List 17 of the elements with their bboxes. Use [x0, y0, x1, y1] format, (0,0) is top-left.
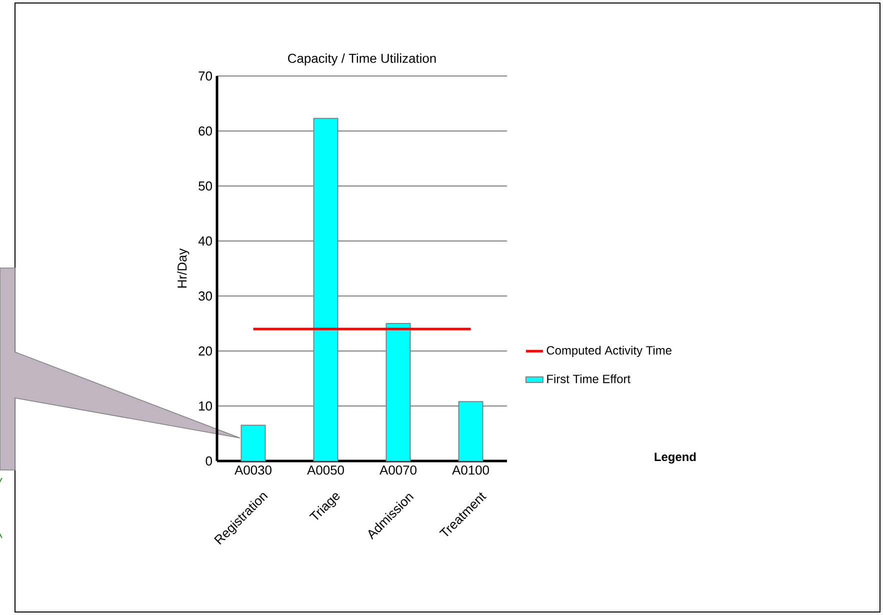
y-tick-label: 10	[199, 401, 212, 411]
legend-label: First Time Effort	[547, 374, 630, 384]
y-tick-label: 60	[198, 126, 212, 136]
y-tick-label: 40	[198, 236, 212, 246]
x-tick-label: A0030	[234, 465, 272, 475]
legend-title: Legend	[654, 452, 696, 464]
legend-label: Computed Activity Time	[546, 346, 672, 357]
y-axis-title: Hr/Day	[177, 248, 190, 288]
x-tick-label: A0100	[452, 465, 489, 475]
y-tick-label: 30	[198, 291, 212, 301]
y-tick-label: 0	[206, 456, 212, 466]
x-tick-label: A0070	[380, 465, 416, 475]
y-tick-label: 20	[198, 346, 212, 356]
y-tick-label: 50	[198, 181, 212, 191]
x-tick-label: A0050	[307, 465, 344, 475]
y-tick-label: 70	[198, 71, 212, 81]
chart-title: Capacity / Time Utilization	[288, 53, 436, 66]
